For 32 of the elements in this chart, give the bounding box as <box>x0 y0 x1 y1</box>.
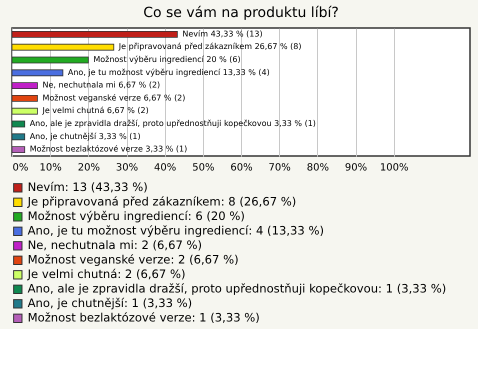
data-label: Možnost veganské verze 6,67 % (2) <box>42 93 186 102</box>
legend-label: Je připravovaná před zákazníkem: 8 (26,67 %) <box>26 194 296 208</box>
legend-label: Ne, nechutnala mi: 2 (6,67 %) <box>28 238 202 252</box>
legend-label: Ano, ale je zpravidla dražší, proto upřednostňuji kopečkovou: 1 (3,33 %) <box>28 281 446 296</box>
data-label: Možnost bezlaktózové verze 3,33 % (1) <box>30 144 188 154</box>
chart-title: Co se vám na produktu líbí? <box>143 5 339 21</box>
x-tick-label: 0% <box>12 162 28 174</box>
x-tick-label: 70% <box>268 162 291 174</box>
data-label: Ne, nechutnala mi 6,67 % (2) <box>42 80 160 90</box>
x-tick-label: 10% <box>40 162 62 174</box>
legend-label: Ano, je chutnější: 1 (3,33 %) <box>28 296 192 310</box>
x-tick-label: 80% <box>306 162 329 174</box>
x-tick-label: 100% <box>380 162 408 174</box>
x-tick-label: 20% <box>78 162 100 174</box>
data-label: Ano, ale je zpravidla dražší, proto upřednostňuji kopečkovou 3,33 % (1) <box>30 119 316 128</box>
legend-label: Je velmi chutná: 2 (6,67 %) <box>26 266 186 281</box>
legend-label: Možnost výběru ingrediencí: 6 (20 %) <box>28 208 245 223</box>
legend-label: Možnost bezlaktózové verze: 1 (3,33 %) <box>28 310 260 324</box>
legend-label: Ano, je tu možnost výběru ingrediencí: 4 (13,33 %) <box>28 223 324 238</box>
x-tick-label: 30% <box>116 162 138 174</box>
data-label: Ano, je chutnější 3,33 % (1) <box>30 132 141 141</box>
data-label: Nevím 43,33 % (13) <box>182 29 263 38</box>
data-label: Možnost výběru ingrediencí 20 % (6) <box>93 55 241 64</box>
data-label: Ano, je tu možnost výběru ingrediencí 13,33 % (4) <box>68 68 270 77</box>
x-tick-label: 90% <box>344 162 368 174</box>
x-tick-label: 60% <box>230 162 253 174</box>
data-label: Je velmi chutná 6,67 % (2) <box>41 106 149 116</box>
x-tick-label: 40% <box>154 162 176 174</box>
legend-label: Nevím: 13 (43,33 %) <box>28 180 148 194</box>
x-tick-label: 50% <box>192 162 214 174</box>
data-label: Je připravovaná před zákazníkem 26,67 % (8) <box>118 42 302 52</box>
legend-label: Možnost veganské verze: 2 (6,67 %) <box>28 252 239 266</box>
